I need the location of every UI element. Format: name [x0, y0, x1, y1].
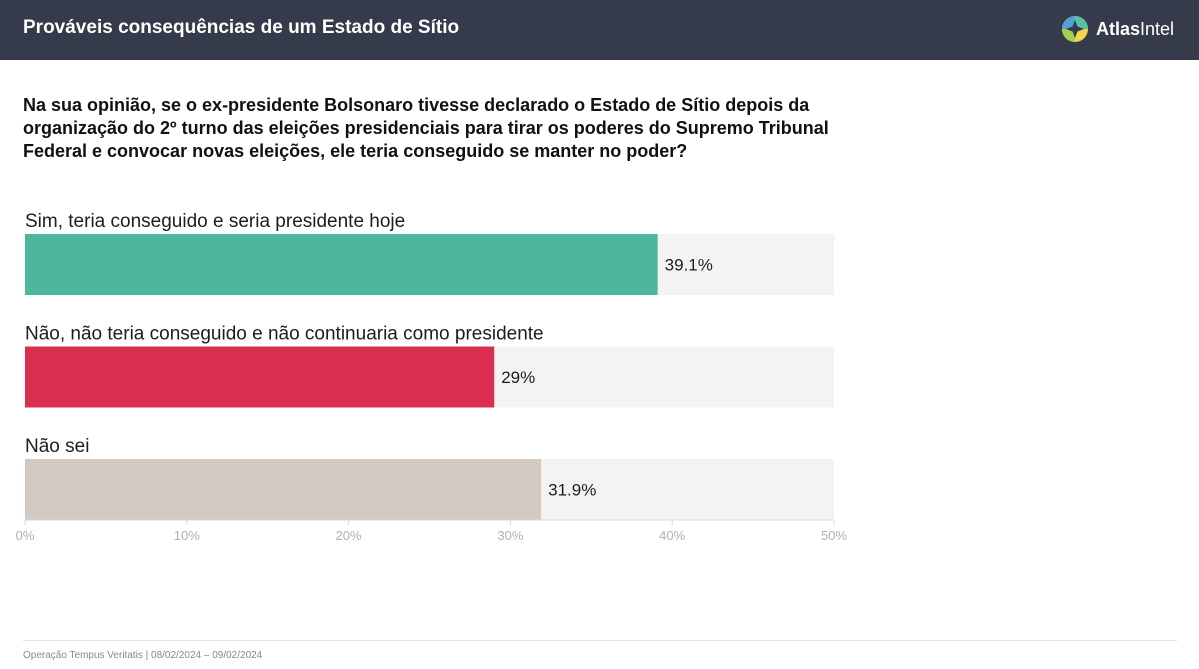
bar [25, 234, 658, 295]
footer-source-note: Operação Tempus Veritatis | 08/02/2024 –… [23, 650, 263, 661]
value-label: 39.1% [665, 256, 713, 275]
brand-name: AtlasIntel [1095, 18, 1174, 39]
brand-logo: AtlasIntel [1061, 14, 1174, 44]
x-tick-label: 30% [497, 528, 523, 543]
value-label: 29% [501, 368, 535, 387]
survey-question: Na sua opinião, se o ex-presidente Bolso… [23, 95, 829, 161]
bar [25, 346, 495, 408]
atlasintel-logo-icon [1061, 16, 1088, 42]
x-tick-label: 0% [16, 528, 35, 543]
category-label: Não, não teria conseguido e não continua… [25, 324, 544, 345]
page-title: Prováveis consequências de um Estado de … [23, 17, 460, 38]
category-label: Sim, teria conseguido e seria presidente… [25, 211, 405, 232]
bar [25, 459, 542, 520]
header-bar: Prováveis consequências de um Estado de … [0, 0, 1199, 60]
value-label: 31.9% [548, 481, 596, 500]
x-tick-label: 50% [821, 528, 847, 543]
x-tick-label: 10% [174, 528, 200, 543]
x-tick-label: 40% [659, 528, 685, 543]
footer-divider [23, 640, 1177, 641]
bar-chart: Sim, teria conseguido e seria presidente… [16, 211, 848, 543]
category-label: Não sei [25, 436, 89, 457]
x-tick-label: 20% [336, 528, 362, 543]
